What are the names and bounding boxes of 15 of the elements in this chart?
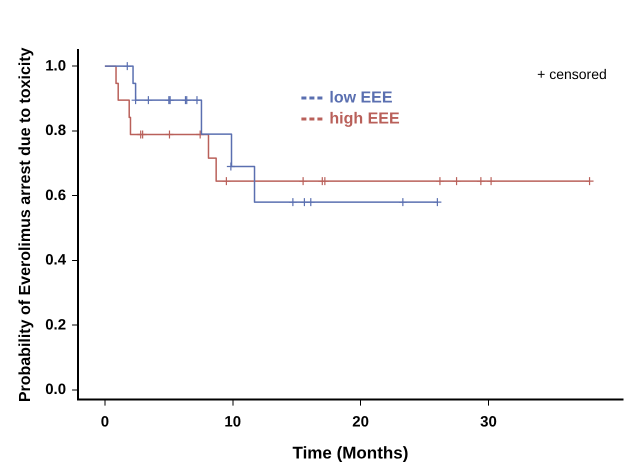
- x-axis-title: Time (Months): [292, 443, 408, 462]
- y-tick-label: 0.4: [45, 252, 67, 269]
- x-tick-label: 0: [100, 414, 110, 431]
- y-tick-label: 0.0: [45, 381, 66, 398]
- y-axis-title: Probability of Everolimus arrest due to toxicity: [17, 47, 34, 402]
- annotation: + censored: [537, 66, 607, 82]
- legend-label: high EEE: [329, 110, 400, 128]
- y-tick-label: 0.2: [45, 316, 66, 334]
- y-tick-label: 0.6: [45, 186, 66, 204]
- legend-label: low EEE: [329, 89, 393, 106]
- x-tick-label: 10: [224, 414, 242, 431]
- y-tick-label: 1.0: [45, 57, 66, 74]
- y-tick-label: 0.8: [45, 122, 66, 140]
- x-tick-label: 20: [352, 414, 369, 431]
- x-tick-label: 30: [480, 414, 497, 431]
